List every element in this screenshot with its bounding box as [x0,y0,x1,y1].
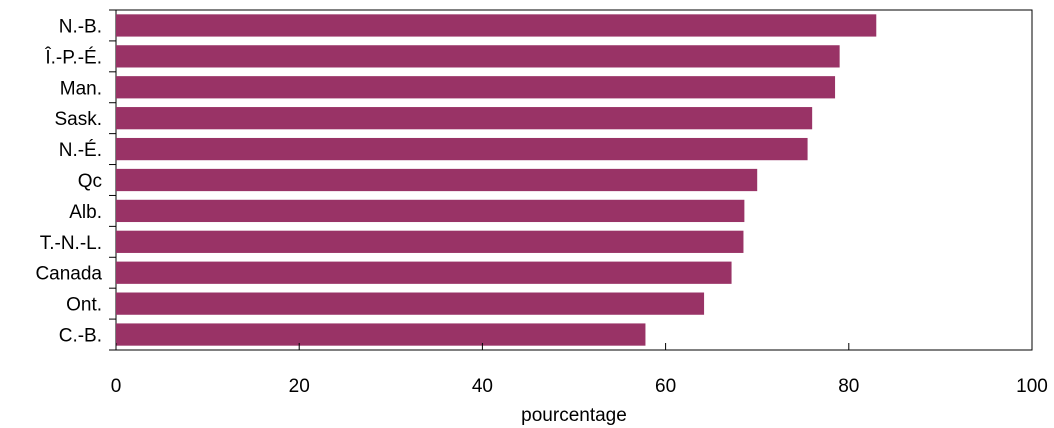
bar-0 [116,14,877,37]
category-label: C.-B. [59,326,102,347]
category-ticks [109,9,116,351]
category-label: Î.-P.-É. [44,46,102,68]
category-label: Alb. [69,202,102,223]
bar-10 [116,323,646,346]
x-tick-label: 0 [111,376,122,397]
bar-4 [116,137,808,161]
bars-group [116,14,877,346]
bar-3 [116,107,813,130]
bar-5 [116,168,758,192]
category-labels: N.-B. Î.-P.-É. Man. Sask. N.-É. Qc Alb. T.-N.-L… [35,16,102,346]
x-tick-label: 60 [655,376,676,397]
bar-9 [116,292,705,315]
bar-8 [116,261,732,284]
category-label: T.-N.-L. [40,233,102,254]
bar-1 [116,45,840,68]
x-tick-label: 20 [289,376,310,397]
x-axis-ticks: 0 20 40 60 80 100 [111,343,1048,397]
category-label: N.-B. [59,16,102,37]
category-label: Qc [78,171,102,192]
bar-7 [116,230,744,253]
x-axis-title: pourcentage [521,405,627,426]
bar-6 [116,199,745,223]
x-tick-label: 40 [472,376,493,397]
x-tick-label: 100 [1016,376,1048,397]
category-label: Sask. [54,109,102,130]
category-label: N.-É. [59,140,102,161]
bar-2 [116,76,836,99]
x-tick-label: 80 [838,376,859,397]
category-label: Canada [35,264,102,285]
category-label: Ont. [66,295,102,316]
category-label: Man. [60,78,102,99]
